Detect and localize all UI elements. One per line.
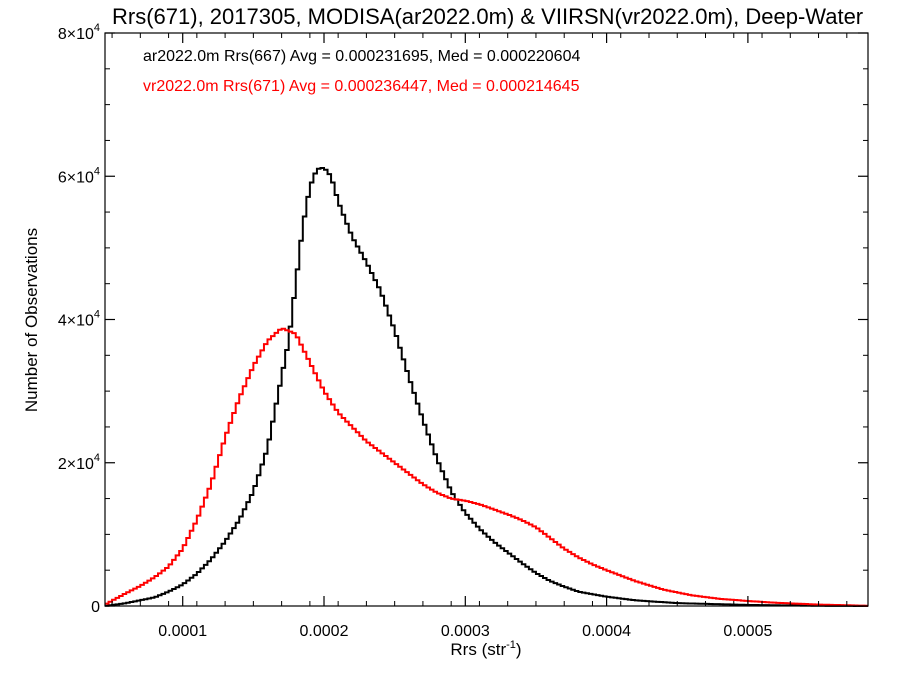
x-tick-label-3: 0.0004 xyxy=(582,623,631,640)
plot-frame xyxy=(104,32,869,607)
legend-entry-black: ar2022.0m Rrs(667) Avg = 0.000231695, Me… xyxy=(143,48,580,65)
x-axis-label-text: Rrs (str xyxy=(450,640,506,659)
y-tick-label-exp-1: 4 xyxy=(94,452,100,464)
y-tick-label-base-3: 6×10 xyxy=(58,169,94,186)
x-tick-label-4: 0.0005 xyxy=(723,623,772,640)
x-axis-label-tail: ) xyxy=(516,640,522,659)
series-line-0 xyxy=(105,167,868,607)
series-line-1 xyxy=(105,327,868,607)
x-axis-label-sup: -1 xyxy=(506,639,516,651)
y-tick-label-base-0: 0 xyxy=(91,599,100,616)
y-tick-label-0: 0 xyxy=(91,599,100,616)
x-tick-label-0: 0.0001 xyxy=(158,623,207,640)
y-tick-label-exp-4: 4 xyxy=(94,22,100,34)
series-layer xyxy=(105,167,868,607)
x-tick-label-2: 0.0003 xyxy=(441,623,490,640)
y-tick-label-2: 4×104 xyxy=(58,309,100,330)
y-tick-label-exp-2: 4 xyxy=(94,309,100,321)
legend-entry-red: vr2022.0m Rrs(671) Avg = 0.000236447, Me… xyxy=(143,78,580,95)
legend: ar2022.0m Rrs(667) Avg = 0.000231695, Me… xyxy=(143,48,580,95)
y-axis-label: Number of Observations xyxy=(22,228,41,412)
y-tick-label-4: 8×104 xyxy=(58,22,100,43)
y-tick-label-1: 2×104 xyxy=(58,452,100,473)
y-tick-label-base-2: 4×10 xyxy=(58,313,94,330)
x-tick-label-1: 0.0002 xyxy=(300,623,349,640)
y-tick-label-3: 6×104 xyxy=(58,165,100,186)
x-axis-label: Rrs (str-1) xyxy=(450,639,521,659)
y-tick-label-exp-3: 4 xyxy=(94,165,100,177)
y-tick-label-base-4: 8×10 xyxy=(58,26,94,43)
y-tick-label-base-1: 2×10 xyxy=(58,456,94,473)
x-axis: 0.0001 0.0002 0.0003 0.0004 0.0005 xyxy=(111,33,848,640)
chart-title: Rrs(671), 2017305, MODISA(ar2022.0m) & V… xyxy=(112,4,863,29)
